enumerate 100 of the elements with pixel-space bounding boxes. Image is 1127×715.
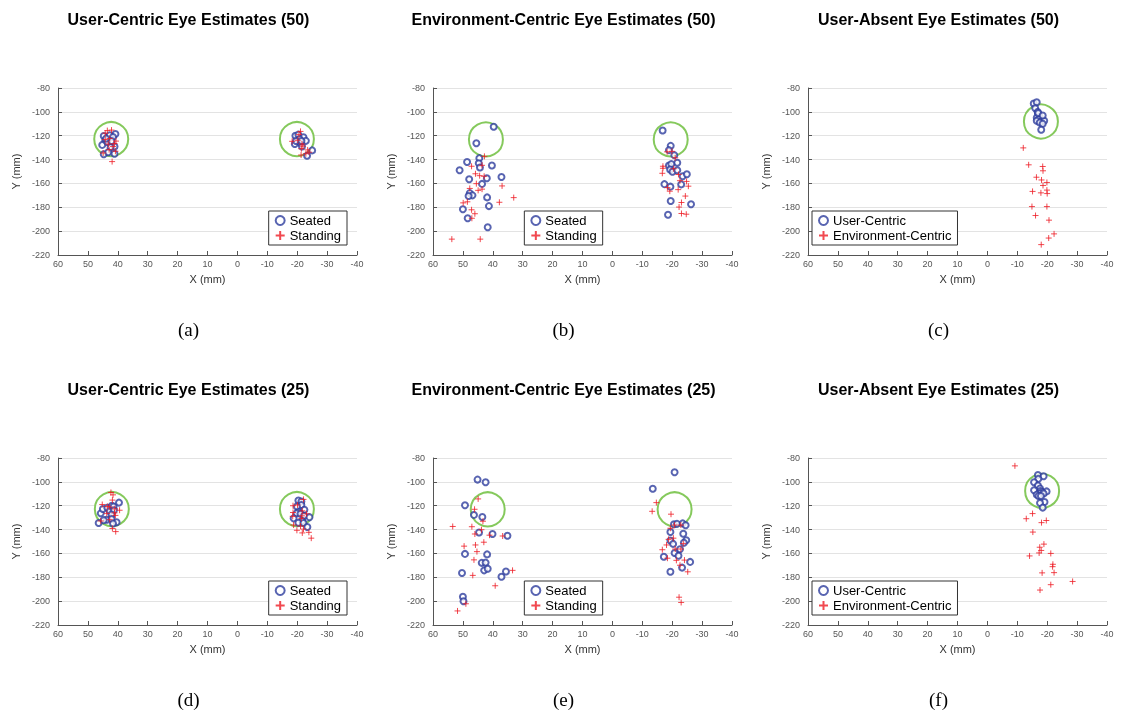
x-tick-label: -30 — [1070, 258, 1084, 269]
x-tick-label: 50 — [457, 258, 468, 269]
y-tick-label: -200 — [406, 226, 425, 237]
legend-label: Standing — [545, 228, 597, 243]
y-tick-label: -180 — [406, 202, 425, 213]
y-tick-label: -160 — [781, 178, 800, 189]
x-tick-label: 0 — [984, 258, 990, 269]
x-tick-label: -10 — [635, 628, 649, 639]
y-tick-label: -80 — [36, 453, 50, 463]
x-tick-label: 60 — [802, 258, 814, 269]
chart-title: Environment-Centric Eye Estimates (50) — [411, 10, 716, 28]
legend-label: User-Centric — [833, 213, 907, 228]
y-tick-label: -120 — [781, 500, 800, 511]
y-axis-title: Y (mm) — [759, 523, 772, 560]
x-tick-label: 30 — [142, 258, 153, 269]
x-tick-label: 60 — [427, 628, 439, 639]
legend-label: Standing — [545, 598, 597, 613]
y-axis-title: Y (mm) — [9, 523, 22, 560]
y-tick-label: -100 — [781, 476, 800, 487]
y-tick-label: -100 — [31, 476, 50, 487]
x-tick-label: 20 — [172, 258, 183, 269]
chart-title: User-Centric Eye Estimates (25) — [67, 380, 310, 398]
x-tick-label: 10 — [202, 628, 213, 639]
x-tick-label: 50 — [82, 258, 93, 269]
x-tick-label: -40 — [350, 258, 364, 269]
y-tick-label: -180 — [781, 572, 800, 583]
y-tick-label: -220 — [31, 250, 50, 260]
legend-label: Seated — [289, 583, 331, 598]
y-tick-label: -160 — [31, 178, 50, 189]
x-tick-label: 10 — [577, 628, 588, 639]
y-tick-label: -80 — [786, 453, 800, 463]
x-tick-label: 10 — [952, 258, 963, 269]
legend-label: User-Centric — [833, 583, 907, 598]
y-tick-label: -160 — [781, 548, 800, 559]
y-axis-title: Y (mm) — [9, 153, 22, 190]
y-tick-label: -140 — [781, 524, 800, 535]
x-tick-label: -20 — [1040, 628, 1054, 639]
chart-title: User-Absent Eye Estimates (50) — [818, 10, 1059, 28]
x-tick-label: 10 — [577, 258, 588, 269]
y-tick-label: -220 — [31, 620, 50, 630]
x-tick-label: 20 — [547, 628, 558, 639]
y-tick-label: -180 — [31, 202, 50, 213]
x-tick-label: 0 — [234, 628, 240, 639]
x-tick-label: 0 — [609, 258, 615, 269]
y-tick-label: -80 — [411, 83, 425, 93]
x-tick-label: -40 — [725, 258, 739, 269]
x-tick-label: -10 — [260, 628, 274, 639]
y-tick-label: -100 — [31, 106, 50, 117]
legend-label: Seated — [545, 583, 587, 598]
y-tick-label: -120 — [31, 130, 50, 141]
x-tick-label: 60 — [52, 258, 64, 269]
x-tick-label: -30 — [695, 628, 709, 639]
y-tick-label: -140 — [406, 524, 425, 535]
y-axis-title: Y (mm) — [384, 153, 397, 190]
x-tick-label: 20 — [922, 258, 933, 269]
x-tick-label: -20 — [290, 258, 304, 269]
legend-label: Seated — [289, 213, 331, 228]
legend-label: Standing — [289, 228, 342, 243]
x-tick-label: 30 — [142, 628, 153, 639]
y-tick-label: -100 — [406, 476, 425, 487]
y-tick-label: -100 — [406, 106, 425, 117]
legend-label: Standing — [289, 598, 342, 613]
x-tick-label: 40 — [487, 258, 498, 269]
x-tick-label: 40 — [112, 628, 123, 639]
y-tick-label: -200 — [406, 596, 425, 607]
x-tick-label: -10 — [260, 258, 274, 269]
x-tick-label: 40 — [862, 628, 873, 639]
y-tick-label: -180 — [406, 572, 425, 583]
x-tick-label: 30 — [892, 628, 903, 639]
x-axis-title: X (mm) — [564, 642, 601, 655]
x-tick-label: 20 — [547, 258, 558, 269]
y-tick-label: -120 — [31, 500, 50, 511]
x-tick-label: -30 — [320, 628, 334, 639]
x-tick-label: 60 — [427, 258, 439, 269]
x-axis-title: X (mm) — [189, 272, 226, 285]
x-tick-label: -40 — [725, 628, 739, 639]
x-tick-label: -10 — [1010, 258, 1024, 269]
x-tick-label: 30 — [892, 258, 903, 269]
x-tick-label: -20 — [1040, 258, 1054, 269]
x-tick-label: 10 — [952, 628, 963, 639]
y-tick-label: -140 — [31, 154, 50, 165]
x-tick-label: 0 — [234, 258, 240, 269]
text: (d) — [177, 689, 200, 711]
x-axis-title: X (mm) — [564, 272, 601, 285]
y-tick-label: -220 — [406, 250, 425, 260]
x-tick-label: 50 — [457, 628, 468, 639]
x-tick-label: 60 — [52, 628, 64, 639]
text: (b) — [552, 319, 575, 341]
x-tick-label: -40 — [1100, 258, 1114, 269]
y-tick-label: -160 — [406, 548, 425, 559]
text: (e) — [552, 689, 575, 711]
y-tick-label: -80 — [36, 83, 50, 93]
x-tick-label: 50 — [832, 258, 843, 269]
y-tick-label: -80 — [411, 453, 425, 463]
text: (a) — [177, 319, 200, 341]
x-tick-label: 10 — [202, 258, 213, 269]
text: (f) — [929, 689, 948, 711]
x-tick-label: -20 — [665, 628, 679, 639]
y-tick-label: -120 — [406, 130, 425, 141]
x-tick-label: -30 — [320, 258, 334, 269]
